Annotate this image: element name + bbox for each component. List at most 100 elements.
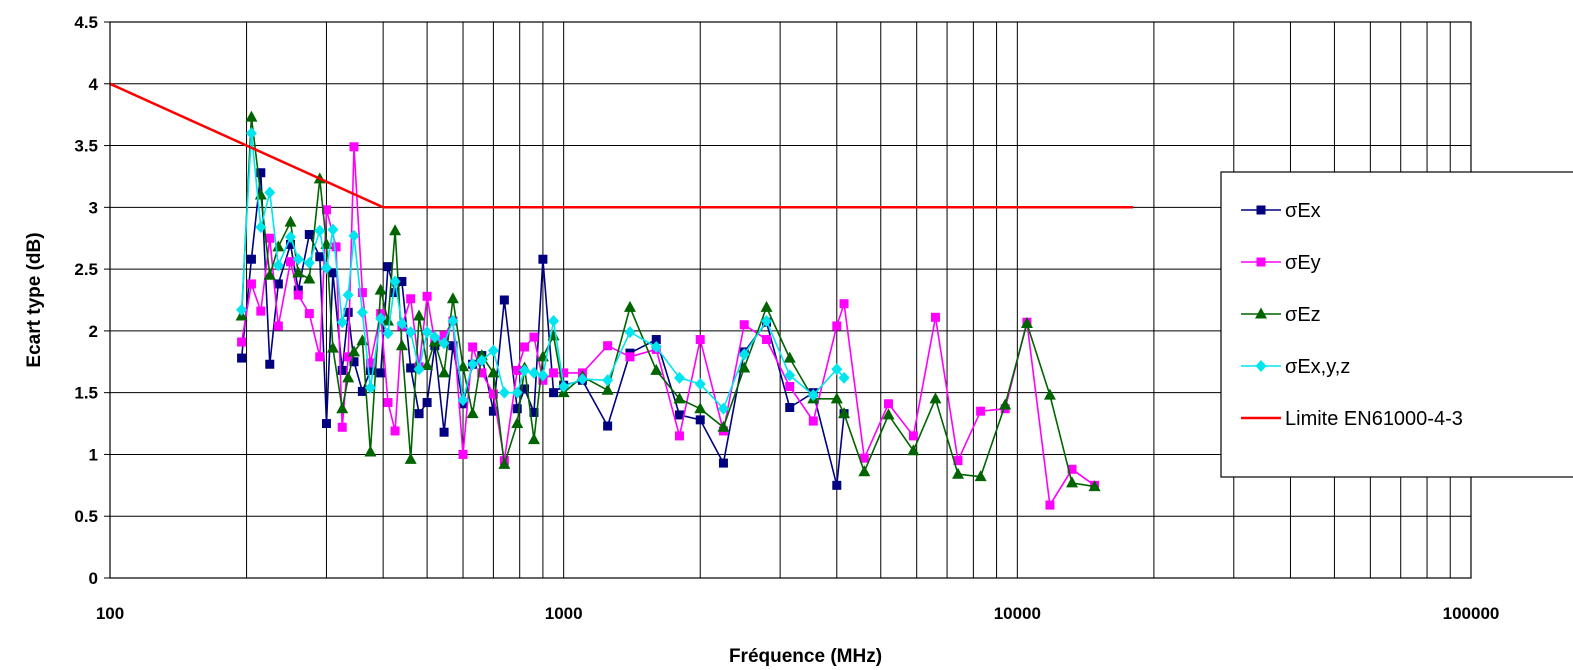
y-tick-label: 0	[89, 569, 98, 588]
data-point	[389, 275, 401, 288]
data-point	[328, 268, 338, 278]
data-point	[273, 321, 283, 331]
data-point	[265, 233, 275, 243]
data-point	[406, 363, 416, 373]
data-point	[292, 253, 304, 266]
data-point	[237, 353, 247, 363]
data-point	[1020, 316, 1033, 328]
data-point	[738, 348, 750, 361]
data-point	[245, 127, 257, 140]
data-point	[376, 368, 386, 378]
data-point	[1067, 464, 1077, 474]
x-tick-label: 10000	[994, 604, 1041, 623]
data-point	[785, 402, 795, 412]
data-point	[374, 283, 387, 295]
data-point	[429, 331, 441, 344]
data-point	[321, 205, 331, 215]
data-point	[263, 268, 276, 280]
axes: 0 0.5 1 1.5 2 2.5 3 3.5 4 4.5 100 1000 10000 100000 Fr…	[24, 13, 1499, 667]
data-point	[357, 386, 367, 396]
legend: σEx σEy σEz σEx,y,z Limite EN61000-4-3	[1220, 171, 1573, 478]
data-point	[601, 383, 614, 395]
data-point	[538, 254, 548, 264]
series-4	[109, 82, 1134, 209]
data-point	[381, 314, 394, 326]
data-point	[337, 365, 347, 375]
data-point	[625, 352, 635, 362]
x-axis-title: Fréquence (MHz)	[729, 646, 882, 667]
data-point	[527, 433, 540, 445]
data-point	[651, 335, 661, 345]
data-point	[421, 326, 433, 339]
data-point	[303, 272, 316, 284]
y-tick-label: 4	[89, 75, 99, 94]
data-point	[286, 239, 296, 249]
data-point	[336, 402, 349, 414]
data-point	[548, 315, 560, 328]
data-point	[326, 341, 339, 353]
data-point	[383, 398, 393, 408]
data-point	[331, 242, 341, 252]
data-point	[883, 399, 893, 409]
data-point	[458, 449, 468, 459]
data-point	[422, 398, 432, 408]
data-point	[397, 276, 407, 286]
y-tick-label: 1	[89, 445, 98, 464]
data-point	[237, 337, 247, 347]
data-point	[320, 261, 332, 274]
data-point	[650, 340, 662, 353]
data-point	[830, 392, 843, 404]
data-point	[395, 339, 408, 351]
data-point	[528, 366, 540, 379]
x-tick-label: 100	[96, 604, 124, 623]
data-point	[256, 306, 266, 316]
data-point	[273, 279, 283, 289]
data-point	[477, 368, 487, 378]
legend-label: σEx	[1285, 200, 1321, 222]
data-point	[832, 321, 842, 331]
data-point	[466, 407, 479, 419]
data-point	[245, 110, 258, 122]
data-point	[476, 354, 488, 367]
data-point	[831, 363, 843, 376]
data-point	[327, 223, 339, 236]
series-line	[240, 117, 1095, 488]
data-point	[929, 392, 942, 404]
data-point	[839, 299, 849, 309]
data-point	[304, 309, 314, 319]
data-point	[529, 332, 539, 342]
data-point	[364, 445, 377, 457]
legend-swatch-marker	[1255, 307, 1267, 319]
data-point	[342, 371, 355, 383]
data-point	[1066, 476, 1079, 488]
data-point	[439, 331, 449, 341]
data-point	[264, 186, 276, 199]
data-point	[447, 315, 459, 328]
data-point	[336, 316, 348, 329]
data-point	[832, 480, 842, 490]
data-point	[304, 230, 314, 240]
data-point	[623, 300, 636, 312]
data-point	[292, 266, 305, 278]
data-point	[673, 371, 685, 384]
legend-label: σEz	[1285, 304, 1321, 326]
series-layer	[109, 82, 1134, 510]
data-point	[272, 240, 285, 252]
data-point	[468, 342, 478, 352]
y-tick-label: 1.5	[74, 384, 98, 403]
data-point	[760, 300, 773, 312]
data-point	[537, 369, 549, 382]
data-point	[498, 457, 511, 469]
y-tick-label: 3	[89, 198, 98, 217]
data-point	[673, 392, 686, 404]
data-point	[953, 456, 963, 466]
data-point	[390, 288, 400, 298]
legend-label: Limite EN61000-4-3	[1285, 408, 1463, 430]
data-point	[348, 229, 360, 242]
data-point	[807, 389, 819, 402]
data-point	[390, 426, 400, 436]
data-point	[457, 360, 470, 372]
data-point	[838, 371, 850, 384]
data-point	[315, 352, 325, 362]
